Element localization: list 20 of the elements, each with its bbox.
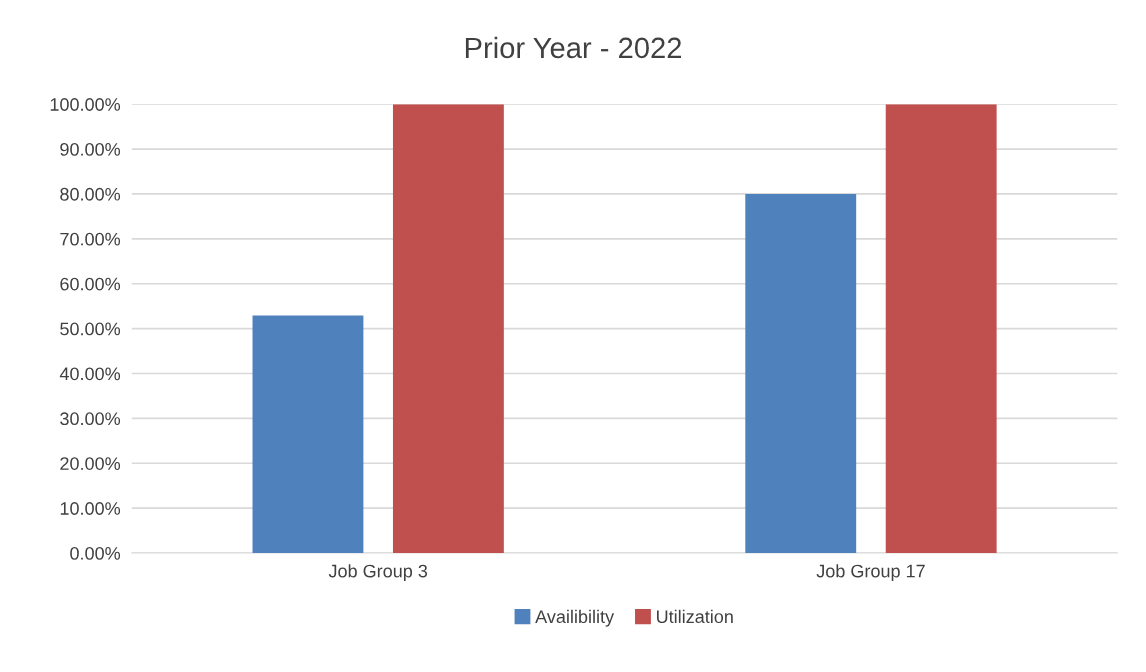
y-tick-label: 100.00% <box>50 98 121 111</box>
bar <box>392 104 504 554</box>
bar <box>885 104 997 554</box>
legend-label: Utilization <box>657 609 733 624</box>
y-tick-label: 40.00% <box>59 367 121 381</box>
y-tick-label: 30.00% <box>60 412 121 426</box>
bar <box>252 315 364 554</box>
y-tick-label: 20.00% <box>60 457 121 470</box>
chart-title: Prior Year - 2022 <box>465 36 682 59</box>
y-tick-label: 60.00% <box>60 277 121 291</box>
x-tick-label: Job Group 3 <box>328 564 428 581</box>
y-tick-label: 10.00% <box>60 502 121 515</box>
y-tick-label: 90.00% <box>60 142 121 156</box>
bar <box>745 193 857 554</box>
y-tick-label: 80.00% <box>60 187 121 201</box>
x-tick-label: Job Group 17 <box>816 564 925 581</box>
y-tick-label: 70.00% <box>60 232 121 246</box>
y-tick-label: 50.00% <box>60 322 121 336</box>
legend-label: Availibility <box>535 609 615 627</box>
y-tick-label: 0.00% <box>70 546 121 560</box>
